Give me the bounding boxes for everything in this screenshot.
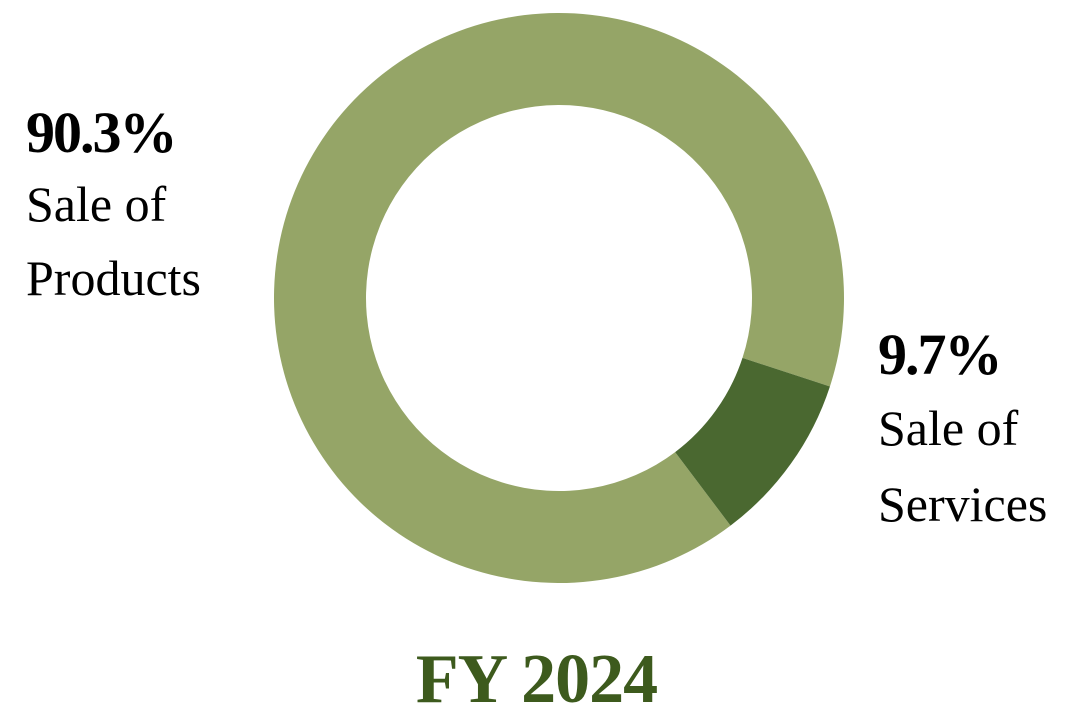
slice-label-products: 90.3% Sale of Products [26, 104, 201, 310]
slice-name-services-line1: Sale of [878, 400, 1019, 456]
slice-name-products-line2: Products [26, 250, 201, 306]
slice-name-products-line1: Sale of [26, 176, 167, 232]
slice-name-services-line2: Services [878, 476, 1048, 532]
slice-label-services: 9.7% Sale of Services [878, 326, 1047, 536]
chart-title: FY 2024 [415, 641, 658, 718]
slice-value-services: 9.7% [878, 322, 1003, 387]
slice-services [675, 357, 830, 526]
slice-products [274, 13, 844, 584]
slice-value-products: 90.3% [26, 100, 178, 165]
